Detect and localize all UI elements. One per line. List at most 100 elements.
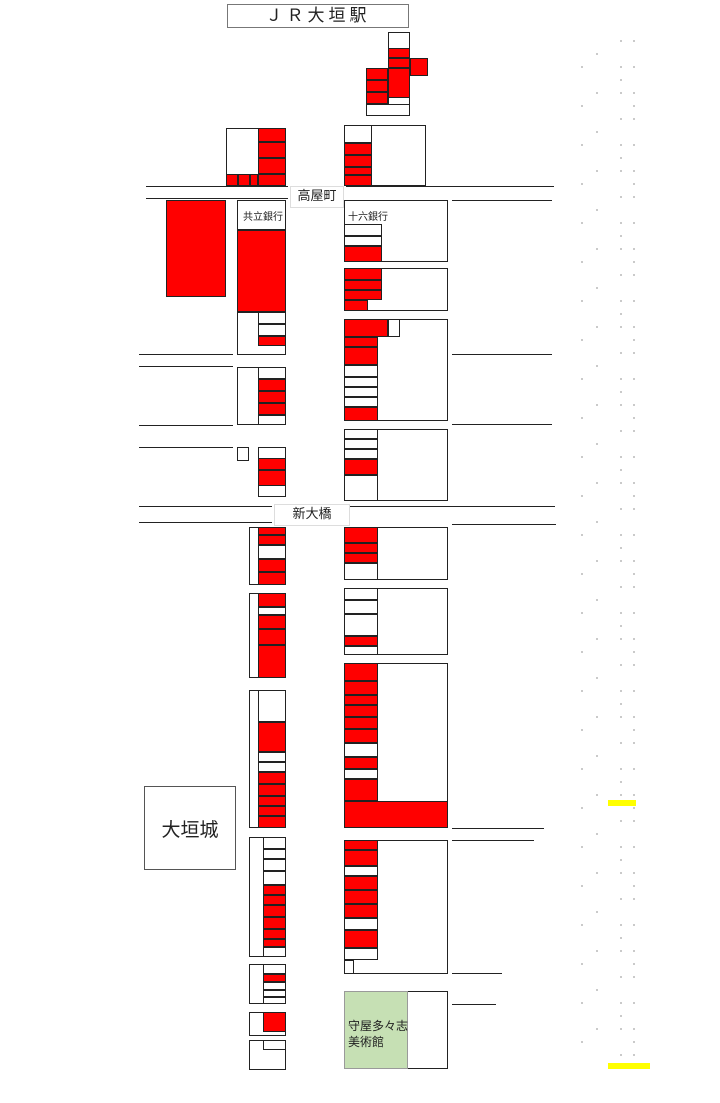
margin-dot [633,274,635,276]
shop-block [366,80,388,92]
margin-dot [633,508,635,510]
margin-dot [596,677,598,679]
margin-dot [633,196,635,198]
margin-dot [633,105,635,107]
margin-dot [633,1028,635,1030]
shop-block [344,280,382,290]
margin-dot [633,144,635,146]
margin-dot [596,326,598,328]
margin-dot [633,690,635,692]
margin-dot [596,443,598,445]
margin-dot [620,79,622,81]
shop-block [258,174,286,186]
margin-dot [620,170,622,172]
margin-dot [633,495,635,497]
block [344,387,378,397]
margin-dot [581,573,583,575]
shop-block [344,681,378,695]
margin-dot [596,560,598,562]
margin-dot [581,222,583,224]
margin-dot [633,248,635,250]
margin-dot [596,209,598,211]
shop-block [366,92,388,104]
block [258,415,286,425]
shop-block [344,779,378,801]
margin-dot [633,222,635,224]
shop-block [258,593,286,607]
road-line [139,366,233,367]
margin-dot [620,378,622,380]
street-label-shin-ohashi: 新大橋 [274,504,350,526]
margin-dot [620,222,622,224]
shop-block [388,48,410,58]
margin-dot [620,625,622,627]
margin-dot [596,755,598,757]
margin-dot [596,248,598,250]
shop-block [344,290,382,300]
block [344,948,378,960]
margin-dot [633,417,635,419]
margin-dot [633,352,635,354]
block [344,646,378,655]
block [344,743,378,757]
shop-block [258,816,286,828]
margin-dot [581,261,583,263]
road-line [452,524,556,525]
shop-block [263,929,286,939]
block [258,312,286,324]
margin-dot [633,898,635,900]
shop-block [344,729,378,743]
highlight-mark [608,1063,650,1069]
shop-block [258,629,286,645]
block [344,236,382,246]
margin-dot [633,963,635,965]
museum-block [344,991,408,1069]
shop-block [258,403,286,415]
block [258,607,286,615]
road-line [139,425,233,426]
margin-dot [620,924,622,926]
margin-dot [620,547,622,549]
block [344,475,378,501]
shop-block [344,890,378,904]
margin-dot [620,469,622,471]
shop-block [263,974,286,982]
margin-dot [581,768,583,770]
shop-block [366,68,388,80]
shop-block [258,806,286,816]
margin-dot [633,1002,635,1004]
margin-dot [633,1041,635,1043]
margin-dot [596,521,598,523]
margin-dot [633,924,635,926]
margin-dot [581,846,583,848]
block [263,947,286,957]
shop-block [344,246,382,262]
margin-dot [633,339,635,341]
shop-block [258,379,286,391]
margin-dot [620,937,622,939]
block [344,365,378,377]
margin-dot [581,183,583,185]
shop-block [344,705,378,717]
block [263,859,286,871]
shop-block [258,535,286,545]
block [263,871,286,885]
margin-dot [633,92,635,94]
shop-block [344,527,378,543]
shop-block [344,347,378,365]
margin-dot [620,352,622,354]
block [258,545,286,559]
block [263,997,286,1004]
block [388,319,400,337]
road-line [452,1004,496,1005]
shop-block [258,158,286,174]
road-line [346,186,554,187]
highlight-mark [608,800,636,806]
margin-dot [633,560,635,562]
shop-block [250,174,258,186]
shop-block [344,930,378,948]
margin-dot [633,846,635,848]
road-line [139,522,272,523]
block [258,690,286,722]
